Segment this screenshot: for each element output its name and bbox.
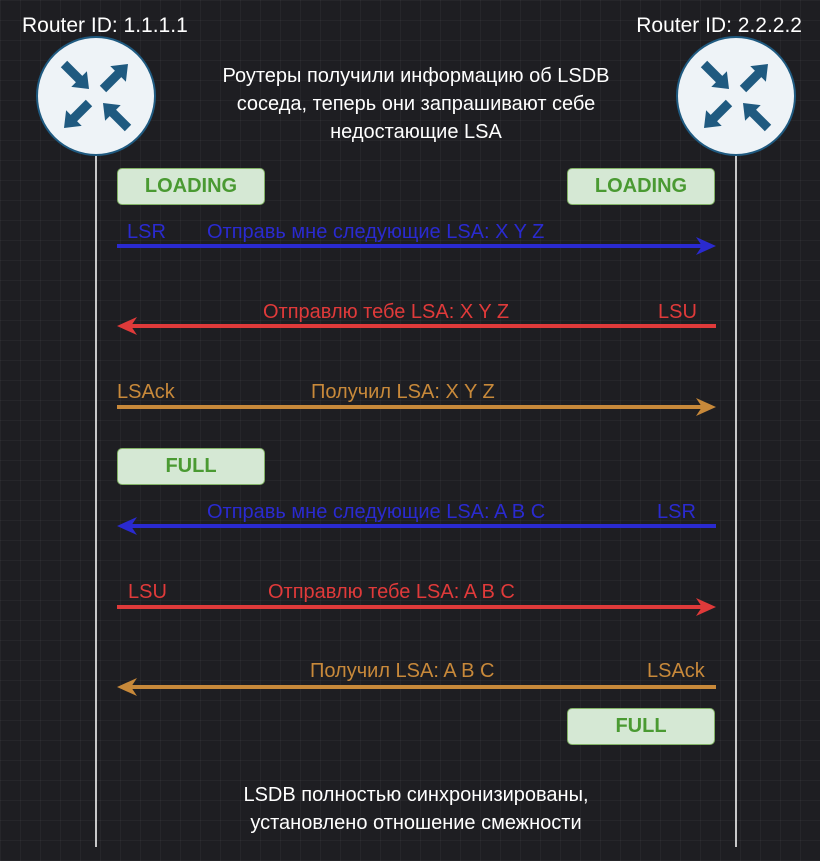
message-text-label: Отправлю тебе LSA: A B C [268,581,515,603]
message-arrow [117,317,716,335]
message-text-label: Получил LSA: X Y Z [311,381,495,403]
message-arrow [117,678,716,696]
message-type-label: LSR [127,221,166,243]
message-arrow [117,517,716,535]
bottom-note: LSDB полностью синхронизированы, установ… [186,781,646,837]
message-text-label: Отправлю тебе LSA: X Y Z [263,301,510,323]
state-loading-right: LOADING [567,168,715,205]
bottom-note-line: LSDB полностью синхронизированы, [243,784,589,806]
message-type-label: LSAck [647,660,705,682]
message-type-label: LSAck [117,381,175,403]
router-icon [676,36,796,156]
router-arrow-icon [60,60,89,89]
state-full-left: FULL [117,448,265,485]
message-type-label: LSU [128,581,167,603]
message-type-label: LSR [657,501,696,523]
message-arrow [117,237,716,255]
router-id-right: Router ID: 2.2.2.2 [636,14,802,37]
router-arrow-icon [99,64,128,93]
message-type-label: LSU [658,301,697,323]
top-note-line: соседа, теперь они запрашивают себе [236,93,596,115]
top-note: Роутеры получили информацию об LSDB сосе… [186,62,646,146]
message-text-label: Отправь мне следующие LSA: X Y Z [207,221,545,243]
message-text-label: Получил LSA: A B C [310,660,495,682]
top-note-line: недостающие LSA [330,121,502,143]
router-arrow-icon [700,60,729,89]
router-arrow-icon [704,99,733,128]
top-note-line: Роутеры получили информацию об LSDB [222,65,610,87]
message-arrow [117,398,716,416]
message-arrow [117,598,716,616]
router-arrow-icon [739,64,768,93]
router-arrow-icon [64,99,93,128]
state-full-right: FULL [567,708,715,745]
bottom-note-line: установлено отношение смежности [250,812,582,834]
router-icon [36,36,156,156]
message-text-label: Отправь мне следующие LSA: A B C [207,501,546,523]
router-arrow-icon [743,103,772,132]
router-id-left: Router ID: 1.1.1.1 [22,14,188,37]
router-arrow-icon [103,103,132,132]
state-loading-left: LOADING [117,168,265,205]
